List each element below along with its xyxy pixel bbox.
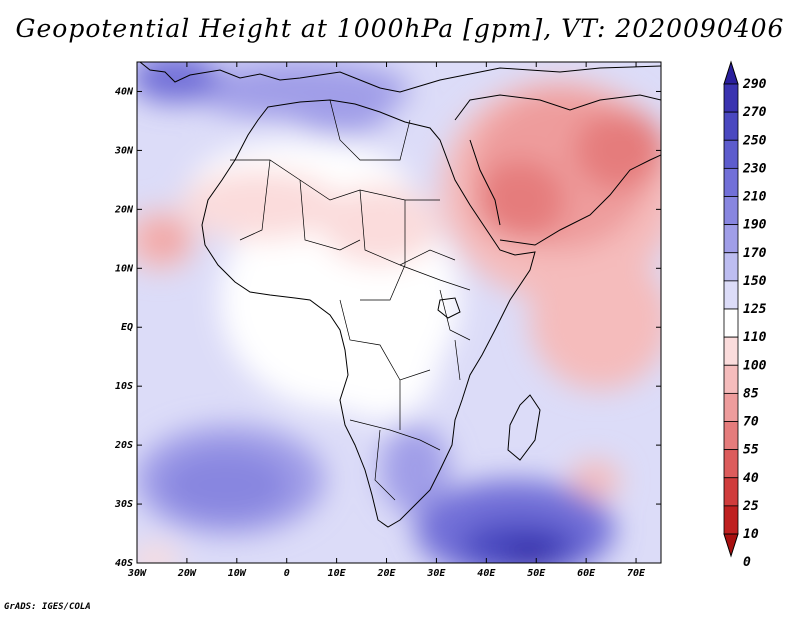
lat-label: 30N: [114, 145, 134, 156]
lake-victoria: [437, 297, 461, 319]
africa-coastline: [201, 99, 536, 528]
colorbar-label: 70: [743, 415, 759, 430]
lat-label: 20N: [114, 204, 134, 215]
lon-label: 60E: [577, 568, 596, 579]
colorbar-segment: [723, 421, 739, 451]
lon-label: 20W: [177, 568, 197, 579]
europe-coastline: [139, 62, 661, 93]
colorbar-segment: [723, 252, 739, 282]
lat-label: EQ: [121, 322, 133, 333]
colorbar-label: 125: [743, 302, 767, 317]
height-field: [137, 62, 661, 563]
map-title: Geopotential Height at 1000hPa [gpm], VT…: [15, 14, 785, 43]
colorbar-segment: [723, 139, 739, 169]
colorbar-label: 250: [742, 133, 767, 148]
lat-label: 30S: [114, 499, 133, 510]
latitude-axis: 40N 30N 20N 10N EQ 10S 20S 30S 40S: [114, 86, 661, 569]
colorbar-label: 55: [743, 443, 759, 458]
colorbar-label: 0: [743, 555, 751, 570]
colorbar-label: 270: [742, 105, 767, 120]
colorbar-label: 210: [742, 190, 767, 205]
lat-label: 10N: [115, 263, 134, 274]
lat-label: 10S: [115, 381, 133, 392]
colorbar-top-arrow: [723, 60, 739, 85]
colorbar-segment: [723, 449, 739, 479]
colorbar-segment: [723, 111, 739, 141]
colorbar-label: 150: [743, 274, 767, 289]
lon-label: 50E: [527, 568, 546, 579]
lon-label: 10W: [228, 568, 247, 579]
longitude-axis: 30W 20W 10W 0 10E 20E 30E 40E 50E 60E 70E: [127, 62, 646, 579]
colorbar-segment: [723, 364, 739, 394]
colorbar-label: 190: [743, 218, 767, 233]
lon-label: 10E: [328, 568, 347, 579]
colorbar-segment: [723, 196, 739, 226]
colorbar-segment: [723, 167, 739, 197]
colorbar-label: 100: [743, 358, 767, 373]
lon-label: 0: [284, 568, 290, 579]
lon-label: 30W: [127, 568, 147, 579]
madagascar-coastline: [507, 394, 541, 461]
lat-label: 40S: [115, 558, 133, 569]
colorbar-label: 170: [743, 246, 767, 261]
colorbar-segment: [723, 336, 739, 366]
colorbar-segment: [723, 392, 739, 422]
coastlines: [139, 62, 661, 528]
lon-label: 20E: [376, 568, 396, 579]
colorbar-segment: [723, 83, 739, 113]
lat-label: 20S: [114, 440, 133, 451]
colorbar-segment: [723, 224, 739, 254]
colorbar-label: 110: [743, 330, 767, 345]
colorbar-label: 230: [742, 161, 767, 176]
colorbar-label: 25: [742, 499, 759, 514]
country-borders: [230, 99, 471, 501]
colorbar-segment: [723, 308, 739, 338]
colorbar-segment: [723, 505, 739, 535]
colorbar-bottom-arrow: [723, 533, 739, 558]
plot-frame: [136, 61, 662, 564]
lon-label: 40E: [477, 568, 496, 579]
colorbar-label: 40: [743, 471, 759, 486]
lon-label: 70E: [627, 568, 646, 579]
lon-label: 30E: [426, 568, 446, 579]
colorbar-label: 10: [743, 527, 759, 542]
colorbar-segment: [723, 280, 739, 310]
arabia-coastline: [454, 94, 661, 246]
colorbar-label: 290: [742, 77, 767, 92]
colorbar: 2902702502302101901701501251101008570554…: [723, 60, 767, 570]
colorbar-segment: [723, 477, 739, 507]
colorbar-label: 85: [743, 386, 759, 401]
grads-credit: GrADS: IGES/COLA: [4, 602, 91, 612]
lat-label: 40N: [115, 86, 134, 97]
